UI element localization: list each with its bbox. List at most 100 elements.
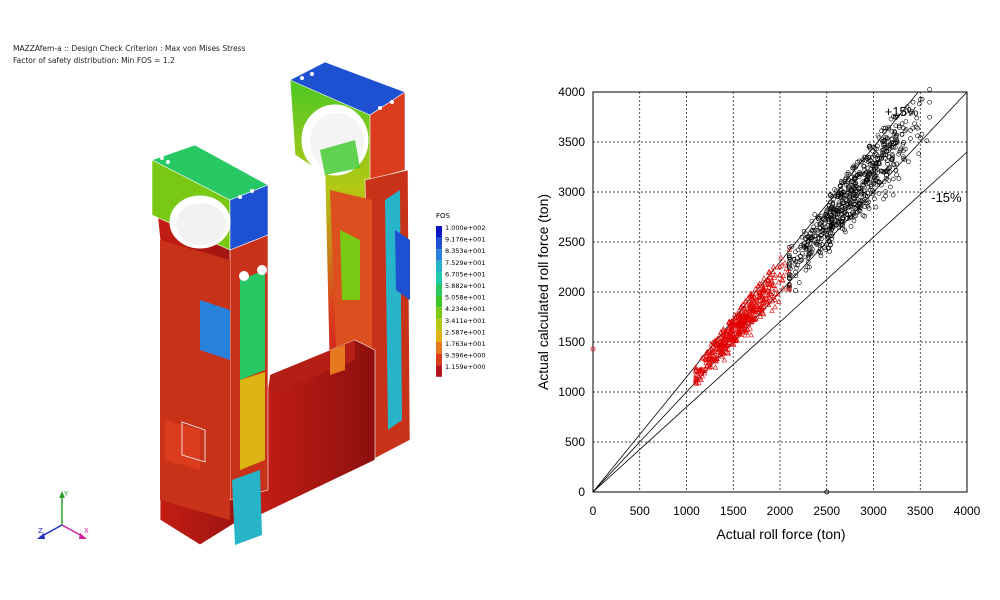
data-point bbox=[806, 238, 811, 244]
data-point bbox=[766, 268, 773, 275]
data-point bbox=[851, 176, 857, 181]
data-point bbox=[777, 263, 783, 269]
data-point bbox=[886, 154, 892, 160]
data-point bbox=[745, 311, 752, 317]
data-point bbox=[749, 316, 756, 322]
data-point bbox=[793, 288, 798, 293]
data-point bbox=[867, 143, 873, 149]
data-point bbox=[849, 188, 854, 193]
data-point bbox=[836, 225, 842, 230]
data-point bbox=[717, 347, 723, 353]
data-point bbox=[903, 119, 909, 124]
data-point bbox=[760, 286, 767, 293]
data-point bbox=[846, 189, 852, 195]
legend-value: 7.529e+001 bbox=[445, 259, 485, 267]
data-point bbox=[739, 312, 746, 318]
data-point bbox=[728, 334, 734, 340]
data-point bbox=[840, 221, 845, 227]
data-point bbox=[869, 162, 875, 168]
data-point bbox=[870, 172, 876, 177]
data-point bbox=[830, 224, 836, 230]
data-point bbox=[803, 231, 809, 237]
data-point bbox=[877, 161, 882, 167]
data-point bbox=[767, 280, 773, 287]
data-point bbox=[836, 192, 842, 198]
data-point bbox=[736, 320, 742, 326]
data-point bbox=[849, 186, 855, 192]
data-point bbox=[839, 212, 844, 217]
data-point bbox=[743, 302, 750, 308]
data-point bbox=[883, 168, 888, 174]
data-point bbox=[729, 326, 735, 332]
data-point bbox=[703, 356, 709, 363]
data-point bbox=[831, 209, 837, 215]
data-point bbox=[717, 345, 723, 351]
data-point bbox=[842, 179, 848, 184]
data-point bbox=[738, 313, 744, 319]
data-point bbox=[815, 239, 821, 245]
data-point bbox=[802, 236, 808, 241]
data-point bbox=[859, 188, 864, 193]
data-point bbox=[910, 99, 916, 105]
data-point bbox=[820, 228, 825, 233]
data-point bbox=[867, 145, 873, 151]
data-point bbox=[871, 163, 877, 169]
data-point bbox=[850, 179, 855, 184]
data-point bbox=[834, 188, 839, 194]
data-point bbox=[889, 136, 895, 141]
data-point bbox=[863, 170, 869, 176]
data-point bbox=[751, 294, 758, 300]
data-point bbox=[848, 201, 853, 207]
data-point bbox=[927, 99, 932, 105]
data-point bbox=[744, 317, 750, 323]
data-point bbox=[838, 184, 843, 189]
data-point bbox=[896, 176, 902, 181]
data-point bbox=[725, 341, 731, 348]
data-point bbox=[719, 342, 726, 349]
data-point bbox=[710, 343, 716, 349]
data-point bbox=[841, 200, 847, 206]
data-point bbox=[894, 132, 900, 138]
fea-model-view[interactable]: FOS 1.000e+002 9.176e+001 8.353e+001 7.529e… bbox=[0, 0, 520, 600]
data-point bbox=[731, 333, 738, 339]
data-point bbox=[746, 312, 752, 318]
data-point bbox=[889, 156, 895, 162]
data-point bbox=[703, 350, 709, 356]
data-point bbox=[712, 355, 719, 362]
data-point bbox=[887, 165, 893, 170]
data-point bbox=[720, 341, 726, 347]
data-point bbox=[823, 231, 829, 236]
legend-swatch bbox=[436, 365, 442, 377]
data-point bbox=[696, 379, 702, 386]
data-point bbox=[841, 193, 847, 198]
data-point bbox=[848, 224, 854, 229]
data-point bbox=[848, 179, 854, 185]
data-point bbox=[884, 145, 890, 151]
data-point bbox=[740, 326, 746, 333]
data-point bbox=[883, 193, 888, 199]
data-point bbox=[712, 364, 719, 370]
data-point bbox=[718, 342, 724, 348]
data-point bbox=[756, 298, 763, 304]
data-point bbox=[741, 313, 748, 319]
data-point bbox=[826, 239, 832, 245]
x-axis-label: Actual roll force (ton) bbox=[716, 526, 845, 542]
data-point bbox=[852, 174, 857, 180]
data-point bbox=[806, 234, 812, 239]
data-point bbox=[752, 314, 759, 321]
data-point bbox=[838, 191, 843, 197]
x-tick-label: 1000 bbox=[673, 504, 700, 518]
data-point bbox=[891, 161, 896, 167]
data-point bbox=[697, 367, 703, 373]
data-point bbox=[861, 164, 867, 169]
data-point bbox=[871, 171, 877, 177]
data-point bbox=[825, 245, 831, 251]
data-point bbox=[856, 208, 862, 214]
data-point bbox=[851, 204, 857, 210]
data-point bbox=[855, 202, 860, 208]
data-point bbox=[706, 347, 713, 354]
data-point bbox=[900, 141, 906, 147]
data-point bbox=[738, 323, 745, 330]
data-point bbox=[839, 188, 844, 193]
data-point bbox=[847, 201, 853, 207]
